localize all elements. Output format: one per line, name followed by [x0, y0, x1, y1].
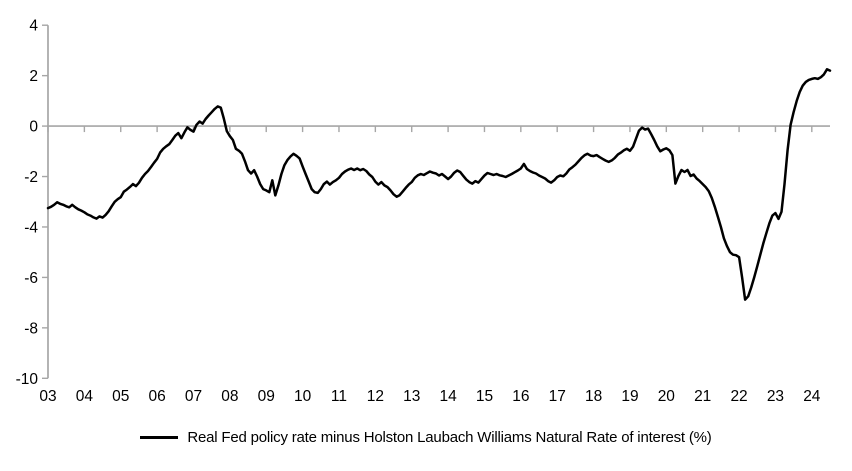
- y-tick-label: 4: [29, 18, 38, 35]
- x-tick-label: 17: [549, 388, 566, 405]
- x-tick-label: 18: [585, 388, 602, 405]
- x-tick-label: 14: [439, 388, 457, 405]
- y-tick-label: 0: [29, 119, 38, 136]
- x-tick-label: 03: [39, 388, 56, 405]
- x-tick-label: 19: [621, 388, 638, 405]
- x-tick-label: 20: [658, 388, 676, 405]
- legend-line-swatch: [140, 436, 179, 439]
- x-tick-label: 22: [730, 388, 747, 405]
- x-tick-label: 11: [331, 388, 347, 405]
- legend-label: Real Fed policy rate minus Holston Lauba…: [187, 429, 712, 446]
- legend: Real Fed policy rate minus Holston Lauba…: [0, 429, 852, 446]
- x-tick-label: 09: [258, 388, 275, 405]
- y-tick-label: -6: [24, 270, 38, 287]
- x-tick-label: 08: [221, 388, 238, 405]
- y-tick-label: -2: [24, 169, 38, 186]
- x-tick-label: 10: [294, 388, 312, 405]
- x-tick-label: 05: [112, 388, 129, 405]
- line-chart: 03 04 05 06 07 08 09 10 11 12 13 14 15 16 17 18 19 20 21 22…: [16, 18, 832, 405]
- x-tick-label: 12: [367, 388, 384, 405]
- x-tick-label: 16: [512, 388, 529, 405]
- x-tick-label: 04: [76, 388, 94, 405]
- series-line: [46, 68, 832, 301]
- x-tick-label: 24: [803, 388, 821, 405]
- y-tick-label: -4: [24, 219, 38, 236]
- y-tick-label: -8: [24, 320, 38, 337]
- x-tick-label: 15: [476, 388, 493, 405]
- x-tick-label: 07: [185, 388, 202, 405]
- x-tick-label: 21: [694, 388, 711, 405]
- x-tick-label: 13: [403, 388, 420, 405]
- y-tick-label: -10: [16, 371, 39, 388]
- y-tick-label: 2: [29, 68, 38, 85]
- x-tick-label: 23: [767, 388, 784, 405]
- x-tick-label: 06: [148, 388, 165, 405]
